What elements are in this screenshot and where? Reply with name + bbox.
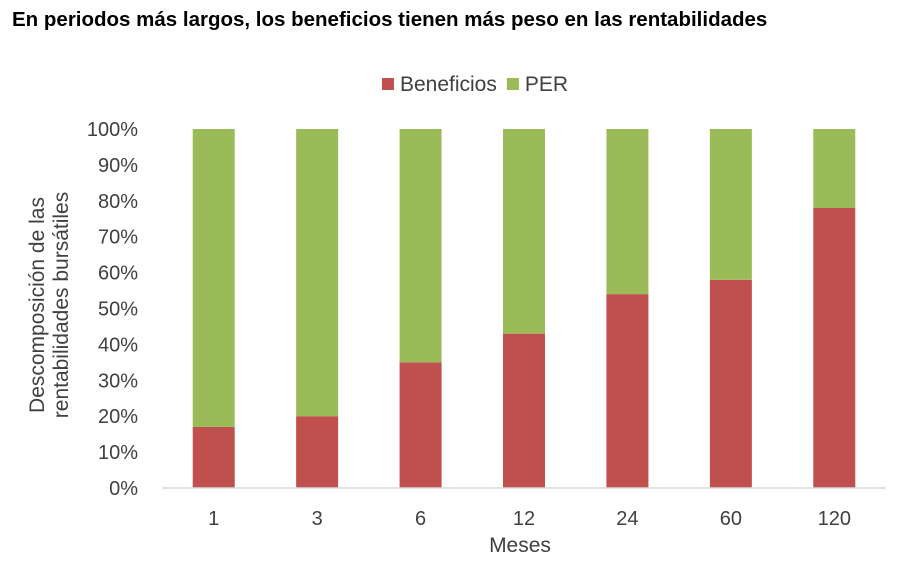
bar-beneficios-120 xyxy=(813,207,856,489)
x-tick-label: 1 xyxy=(208,508,219,530)
x-axis-label: Meses xyxy=(489,534,551,557)
legend: Beneficios PER xyxy=(381,73,568,96)
bar-per-120 xyxy=(813,129,856,208)
y-axis-label-line: rentabilidades bursátiles xyxy=(50,192,73,418)
y-tick-label: 20% xyxy=(98,406,138,428)
bars xyxy=(192,129,856,489)
chart-title: En periodos más largos, los beneficios t… xyxy=(12,8,768,31)
x-tick-label: 24 xyxy=(616,508,638,530)
bar-per-12 xyxy=(503,129,545,334)
legend-swatch xyxy=(381,78,394,90)
y-tick-label: 10% xyxy=(98,442,138,464)
bar-beneficios-1 xyxy=(192,426,235,488)
y-axis-label: Descomposición de lasrentabilidades burs… xyxy=(26,192,73,418)
y-tick-label: 50% xyxy=(98,299,138,321)
bar-per-6 xyxy=(399,129,442,363)
x-tick-label: 3 xyxy=(312,508,323,530)
x-tick-label: 12 xyxy=(513,508,535,530)
x-tick-label: 60 xyxy=(720,508,742,530)
bar-per-3 xyxy=(296,129,339,417)
y-tick-label: 70% xyxy=(98,227,138,249)
bar-per-24 xyxy=(606,129,649,295)
y-axis-label-text: Descomposición de lasrentabilidades burs… xyxy=(26,192,73,418)
bar-per-1 xyxy=(192,129,235,427)
legend-swatch xyxy=(506,78,519,90)
x-axis-ticks: 1 3 6 12 24 60 120 xyxy=(208,508,851,530)
bar-beneficios-12 xyxy=(503,333,545,488)
bar-beneficios-60 xyxy=(709,279,752,488)
y-tick-label: 0% xyxy=(109,478,138,500)
legend-label: Beneficios xyxy=(400,73,497,96)
y-axis-label-line: Descomposición de las xyxy=(26,197,49,413)
bar-beneficios-3 xyxy=(296,416,339,488)
bar-per-60 xyxy=(709,129,752,280)
legend-item-beneficios: Beneficios xyxy=(381,73,497,96)
bar-beneficios-24 xyxy=(606,294,649,488)
x-tick-label: 6 xyxy=(415,508,426,530)
y-axis-ticks: 0% 10% 20% 30% 40% 50% 60% 70% 80% 90% 100% xyxy=(87,119,138,500)
y-tick-label: 60% xyxy=(98,263,138,285)
y-tick-label: 40% xyxy=(98,334,138,356)
y-tick-label: 30% xyxy=(98,370,138,392)
legend-label: PER xyxy=(525,73,568,96)
y-tick-label: 100% xyxy=(87,119,138,141)
x-tick-label: 120 xyxy=(818,508,851,530)
legend-item-per: PER xyxy=(506,73,568,96)
y-tick-label: 90% xyxy=(98,155,138,177)
y-tick-label: 80% xyxy=(98,191,138,213)
bar-beneficios-6 xyxy=(399,362,442,488)
